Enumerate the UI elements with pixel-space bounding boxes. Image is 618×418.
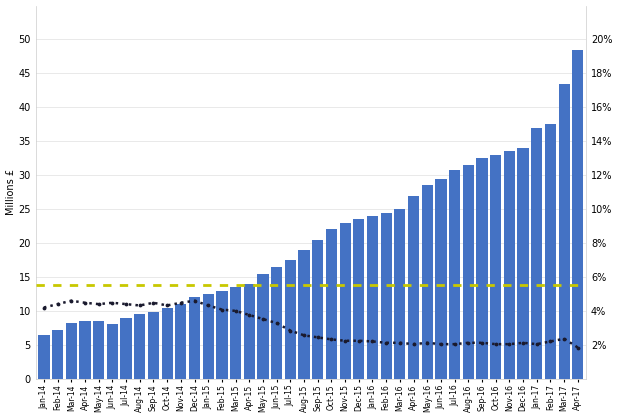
Bar [504, 151, 515, 379]
Bar [476, 158, 488, 379]
Bar [463, 165, 474, 379]
Bar [38, 335, 49, 379]
Bar [435, 178, 447, 379]
Bar [559, 84, 570, 379]
Bar [531, 127, 543, 379]
Bar [449, 170, 460, 379]
Bar [176, 304, 187, 379]
Bar [339, 223, 351, 379]
Bar [381, 212, 392, 379]
Bar [312, 240, 323, 379]
Bar [367, 216, 378, 379]
Bar [230, 287, 241, 379]
Bar [216, 291, 227, 379]
Bar [285, 260, 296, 379]
Bar [271, 267, 282, 379]
Bar [189, 297, 200, 379]
Bar [545, 124, 556, 379]
Bar [79, 321, 91, 379]
Bar [243, 284, 255, 379]
Bar [203, 294, 214, 379]
Bar [490, 155, 501, 379]
Bar [93, 321, 104, 379]
Bar [66, 323, 77, 379]
Bar [134, 314, 145, 379]
Bar [161, 308, 173, 379]
Bar [298, 250, 310, 379]
Bar [517, 148, 529, 379]
Bar [107, 324, 118, 379]
Bar [408, 196, 419, 379]
Bar [52, 330, 63, 379]
Bar [257, 274, 269, 379]
Bar [421, 185, 433, 379]
Bar [353, 219, 365, 379]
Bar [572, 50, 583, 379]
Bar [394, 209, 405, 379]
Y-axis label: Millions £: Millions £ [6, 169, 15, 215]
Bar [148, 312, 159, 379]
Bar [121, 318, 132, 379]
Bar [326, 229, 337, 379]
